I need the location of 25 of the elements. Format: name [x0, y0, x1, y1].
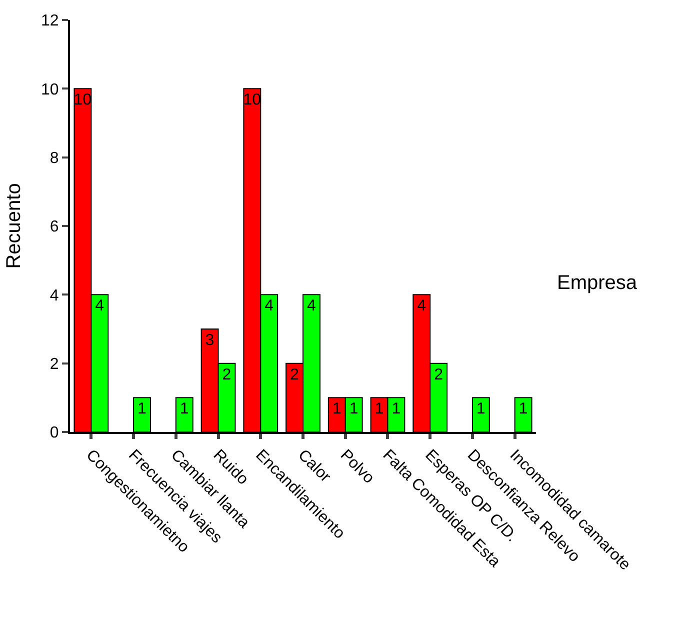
data-label: 3 — [205, 332, 214, 349]
y-axis-title: Recuento — [3, 183, 26, 269]
y-tick-label: 0 — [50, 424, 59, 442]
data-label: 1 — [392, 400, 401, 418]
data-label: 4 — [95, 298, 104, 315]
y-tick-label: 2 — [50, 356, 59, 373]
y-tick-label: 12 — [41, 12, 59, 30]
data-label: 1 — [476, 400, 486, 418]
y-tick-label: 10 — [41, 81, 59, 98]
data-label: 4 — [417, 298, 426, 315]
data-label: 1 — [518, 400, 528, 418]
data-label: 1 — [138, 400, 147, 418]
data-label: 4 — [306, 298, 316, 315]
data-label: 4 — [264, 298, 274, 315]
data-label: 1 — [180, 400, 189, 418]
data-label: 1 — [332, 400, 342, 418]
y-tick-label: 4 — [50, 287, 59, 304]
data-label: 2 — [222, 366, 232, 384]
y-tick-label: 8 — [50, 150, 59, 167]
text: Empresa — [557, 272, 638, 294]
y-tick-label: 6 — [50, 218, 59, 236]
data-label: 2 — [290, 366, 300, 384]
data-label: 1 — [349, 400, 358, 418]
data-label: 1 — [374, 400, 384, 418]
data-label: 2 — [434, 366, 444, 384]
